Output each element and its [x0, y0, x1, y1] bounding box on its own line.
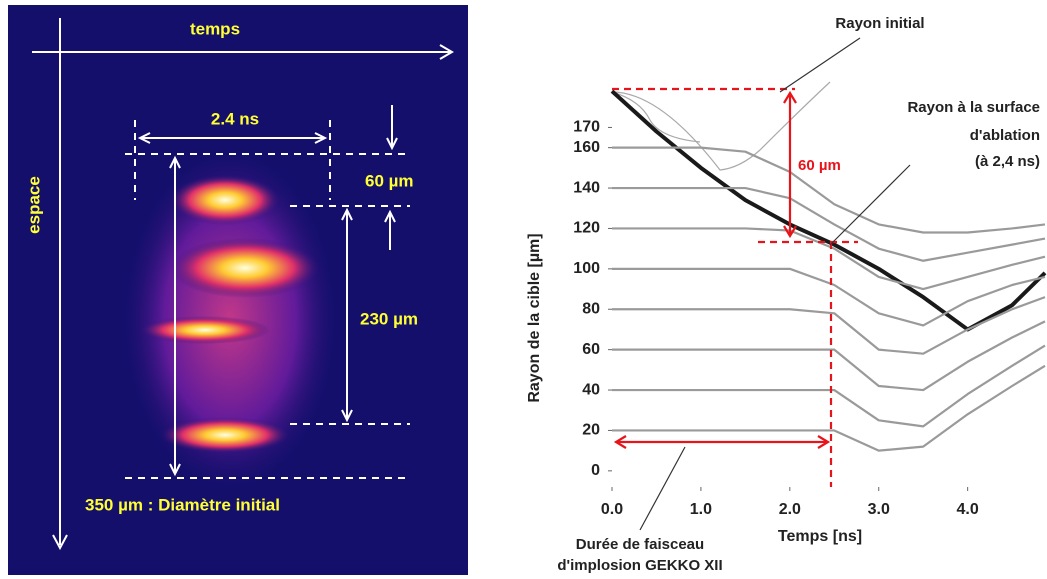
y-tick-label: 160 — [573, 139, 600, 156]
x-tick-label: 0.0 — [601, 501, 623, 518]
y-axis-label: Rayon de la cible [µm] — [526, 233, 543, 402]
y-tick-label: 80 — [582, 300, 600, 317]
red-arrows — [613, 90, 831, 449]
reference-lines — [612, 87, 858, 487]
y-tick-label: 120 — [573, 220, 600, 237]
y-tick-label: 100 — [573, 260, 600, 277]
annotation: Rayon à la surface — [907, 99, 1040, 116]
trajectory — [612, 186, 1046, 262]
time-label: temps — [190, 19, 240, 38]
trajectory — [612, 267, 1046, 327]
x-tick-label: 1.0 — [690, 501, 712, 518]
gap-arrows — [384, 105, 398, 250]
streak-image: temps espace 2.4 ns 60 µm 230 µm 350 µm … — [8, 5, 468, 575]
y-tick-label: 140 — [573, 179, 600, 196]
duration-label: 2.4 ns — [211, 109, 259, 128]
annotation: d'implosion GEKKO XII — [557, 557, 722, 574]
span-label: 230 µm — [360, 309, 418, 328]
trajectory — [612, 344, 1046, 428]
annotation: (à 2,4 ns) — [975, 153, 1040, 170]
outer-trajectories — [611, 81, 831, 171]
annotation: 60 µm — [798, 157, 841, 174]
trajectory — [612, 296, 1046, 355]
trajectory — [612, 364, 1046, 452]
trajectory — [612, 146, 1046, 234]
annotation: d'ablation — [970, 127, 1040, 144]
annotation: Durée de faisceau — [576, 536, 704, 553]
y-tick-label: 170 — [573, 119, 600, 136]
emission — [160, 417, 290, 453]
space-label: espace — [24, 176, 43, 234]
duration-arrow — [137, 132, 328, 144]
y-tick-label: 0 — [591, 462, 600, 479]
leader-lines — [639, 37, 911, 531]
plot-area — [612, 82, 1045, 487]
space-arrow — [52, 18, 68, 551]
diameter-label: 350 µm : Diamètre initial — [85, 495, 280, 514]
x-axis-label: Temps [ns] — [778, 528, 862, 545]
y-tick-label: 60 — [582, 341, 600, 358]
y-tick-label: 40 — [582, 381, 600, 398]
gap-label: 60 µm — [365, 171, 414, 190]
emission — [140, 316, 270, 344]
x-tick-label: 4.0 — [957, 501, 979, 518]
chart: 0 20 40 60 80 100 120 140 160 170 0.0 1.0 2.0 3.0 4.0 — [573, 81, 1047, 518]
span-arrow — [341, 207, 353, 423]
diameter-arrow — [169, 155, 181, 477]
annotation: Rayon initial — [835, 15, 924, 32]
x-tick-label: 3.0 — [868, 501, 890, 518]
emission — [170, 175, 280, 225]
emission — [170, 238, 320, 298]
time-arrow — [32, 44, 454, 60]
y-tick-label: 20 — [582, 422, 600, 439]
trajectory — [612, 320, 1046, 392]
annotations: Rayon initial Rayon à la surface d'ablat… — [526, 15, 1040, 574]
x-tick-label: 2.0 — [779, 501, 801, 518]
trajectory — [610, 89, 1047, 332]
trajectory — [612, 227, 1046, 291]
